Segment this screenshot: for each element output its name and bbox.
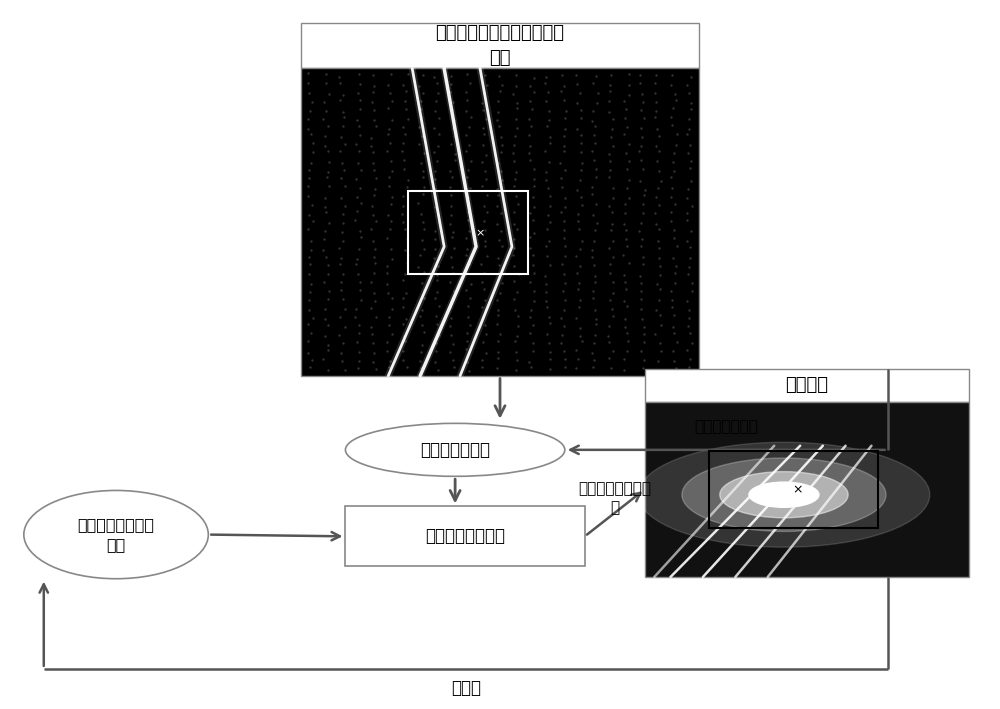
Bar — [645, 369, 969, 402]
Text: 更新滤波器参数: 更新滤波器参数 — [694, 419, 758, 435]
Text: 整合所有滤波器输
出: 整合所有滤波器输 出 — [578, 481, 651, 515]
Text: ×: × — [792, 483, 802, 496]
Bar — [408, 191, 528, 274]
Text: 学习得到滤波器: 学习得到滤波器 — [420, 441, 490, 459]
Bar — [301, 23, 699, 69]
Ellipse shape — [749, 482, 819, 508]
Bar — [645, 402, 969, 577]
Ellipse shape — [720, 471, 848, 518]
Ellipse shape — [682, 458, 886, 532]
Text: 一组连续型滤波器: 一组连续型滤波器 — [425, 527, 505, 545]
Ellipse shape — [24, 491, 208, 579]
Text: 图像采集（开始焊
接）: 图像采集（开始焊 接） — [78, 517, 155, 552]
Bar — [709, 451, 878, 528]
Bar — [345, 506, 585, 566]
Text: ×: × — [475, 228, 485, 238]
Bar — [301, 69, 699, 376]
Text: 输出目标: 输出目标 — [785, 376, 828, 394]
Ellipse shape — [638, 442, 930, 547]
Ellipse shape — [345, 423, 565, 476]
Text: 用形态学方法获得初始跟踪
目标: 用形态学方法获得初始跟踪 目标 — [436, 24, 564, 67]
Text: 下一帧: 下一帧 — [451, 679, 481, 698]
